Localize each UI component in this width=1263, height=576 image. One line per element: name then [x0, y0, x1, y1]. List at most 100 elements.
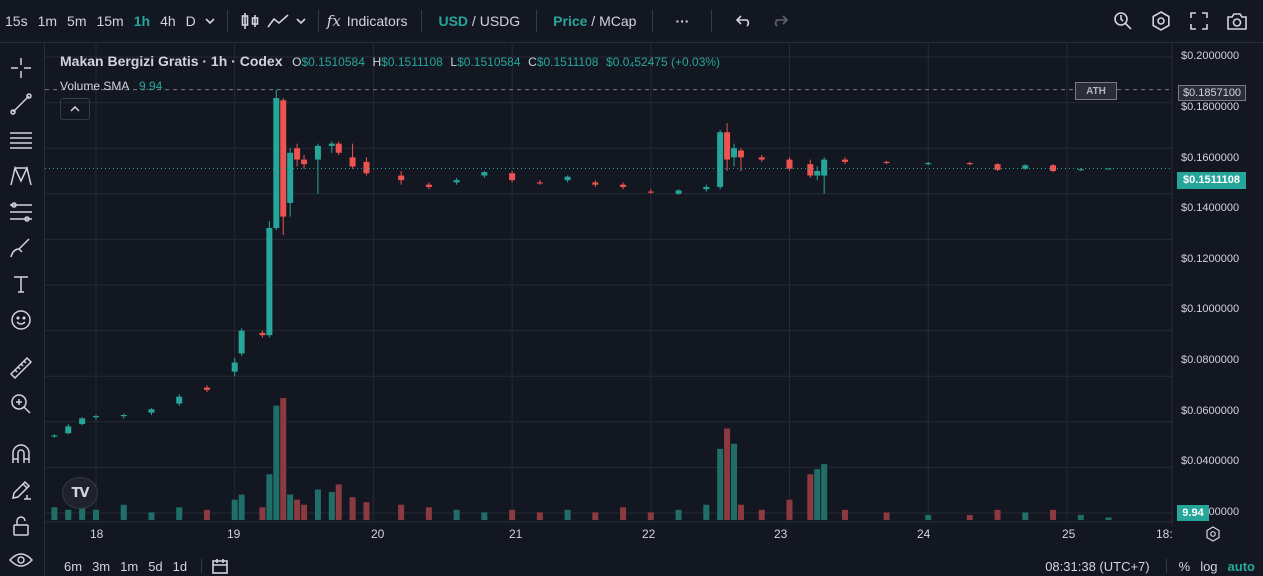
top-toolbar: 15s 1m 5m 15m 1h 4h D fx Indicators USD …	[0, 0, 1263, 43]
timeframe-1m[interactable]: 1m	[37, 13, 58, 29]
auto-scale-toggle[interactable]: auto	[1227, 558, 1255, 574]
volume-bar	[328, 492, 335, 520]
more-button[interactable]: ···	[675, 13, 690, 29]
volume-bar	[1050, 509, 1057, 520]
volume-bar	[176, 507, 183, 520]
price-mcap-toggle[interactable]: Price / MCap	[553, 13, 636, 29]
indicators-button[interactable]: fx Indicators	[327, 12, 408, 30]
open-value: $0.1510584	[301, 55, 365, 69]
volume-bar	[259, 507, 266, 520]
lock-drawing-pencil-icon[interactable]	[6, 475, 36, 505]
log-scale-toggle[interactable]: log	[1200, 558, 1218, 574]
candle-body	[280, 100, 287, 217]
zoom-in-icon[interactable]	[6, 389, 36, 419]
candle-body	[51, 435, 58, 437]
volume-bar	[883, 512, 890, 520]
chart-settings-gear-icon[interactable]	[1205, 526, 1223, 544]
volume-bar	[79, 507, 86, 520]
candle-body	[203, 387, 210, 390]
pattern-xabcd-icon[interactable]	[6, 161, 36, 191]
price-lines	[45, 89, 1172, 169]
chart-type-dropdown-icon[interactable]	[292, 7, 310, 35]
range-3m[interactable]: 3m	[92, 558, 111, 574]
timeframe-dropdown-icon[interactable]	[201, 7, 219, 35]
price-tick: $0.1800000	[1181, 101, 1240, 113]
candle-body	[807, 164, 814, 176]
volume-bar	[349, 497, 356, 520]
line-chart-type-icon[interactable]	[264, 7, 292, 35]
eye-visibility-icon[interactable]	[6, 545, 36, 575]
candle-body	[363, 161, 370, 174]
candle-body	[647, 191, 654, 193]
timeframe-15s[interactable]: 15s	[5, 13, 28, 29]
settings-gear-icon[interactable]	[1147, 7, 1175, 35]
volume-bar	[717, 448, 724, 520]
emoji-smile-icon[interactable]	[6, 305, 36, 335]
time-tick: 24	[917, 527, 931, 541]
crosshair-cursor-icon[interactable]	[6, 53, 36, 83]
timeframe-15m[interactable]: 15m	[96, 13, 124, 29]
price-tick: $0.0600000	[1181, 405, 1240, 417]
candle-body	[821, 159, 828, 176]
candle-body	[93, 416, 99, 418]
volume-bar	[287, 494, 294, 520]
volume-bar	[238, 494, 245, 520]
timeframe-5m[interactable]: 5m	[67, 13, 87, 29]
trend-line-icon[interactable]	[6, 89, 36, 119]
camera-screenshot-icon[interactable]	[1223, 7, 1251, 35]
volume-bar	[51, 507, 58, 520]
timeframe-d[interactable]: D	[185, 13, 196, 29]
undo-icon[interactable]	[730, 7, 758, 35]
candle-body	[425, 184, 432, 187]
range-6m[interactable]: 6m	[64, 558, 83, 574]
fib-retracement-icon[interactable]	[6, 197, 36, 227]
currency-toggle[interactable]: USD / USDG	[438, 13, 520, 29]
price-chart[interactable]	[45, 44, 1263, 576]
close-value: $0.1511108	[536, 55, 599, 69]
candle-body	[703, 186, 710, 190]
volume-bar	[120, 504, 127, 520]
ruler-measure-icon[interactable]	[6, 353, 36, 383]
redo-icon[interactable]	[766, 7, 794, 35]
candle-body	[724, 132, 731, 160]
horizontal-lines-icon[interactable]	[6, 125, 36, 155]
volume-bar	[481, 512, 488, 520]
candlestick-chart-type-icon[interactable]	[236, 7, 264, 35]
volume-bar	[363, 502, 370, 520]
volume-bar	[509, 509, 516, 520]
toolbar-separator	[421, 10, 423, 32]
candle-body	[294, 148, 301, 160]
price-axis-background	[1172, 44, 1263, 576]
indicators-label: Indicators	[346, 13, 408, 29]
symbol-title[interactable]: Makan Bergizi Gratis · 1h · Codex	[60, 53, 283, 69]
range-5d[interactable]: 5d	[148, 558, 163, 574]
timeframe-4h[interactable]: 4h	[160, 13, 176, 29]
quick-search-icon[interactable]	[1109, 7, 1137, 35]
candle-body	[731, 148, 738, 158]
close-key: C	[528, 55, 537, 69]
currency-usd: USD	[438, 13, 469, 29]
candle-body	[176, 396, 183, 404]
percent-scale-toggle[interactable]: %	[1178, 558, 1191, 574]
candle-body	[786, 159, 793, 169]
tradingview-logo[interactable]: TV	[62, 477, 98, 509]
candle-body	[737, 150, 744, 158]
timeframe-1h[interactable]: 1h	[133, 13, 151, 29]
utc-clock[interactable]: 08:31:38 (UTC+7)	[1045, 558, 1150, 574]
time-tick: 22	[642, 527, 656, 541]
ath-badge[interactable]: ATH	[1075, 82, 1117, 100]
volume-bar	[786, 499, 793, 520]
date-range-calendar-icon[interactable]	[210, 557, 230, 575]
brush-icon[interactable]	[6, 233, 36, 263]
fullscreen-icon[interactable]	[1185, 7, 1213, 35]
collapse-legend-button[interactable]	[60, 98, 90, 120]
volume-sma-value: 9.94	[139, 79, 163, 93]
candle-body	[287, 152, 294, 203]
lock-icon[interactable]	[6, 511, 36, 541]
text-tool-icon[interactable]	[6, 269, 36, 299]
range-1m[interactable]: 1m	[120, 558, 139, 574]
range-1d[interactable]: 1d	[172, 558, 188, 574]
bottom-bar: 6m 3m 1m 5d 1d 08:31:38 (UTC+7) % log au…	[45, 556, 1263, 576]
candle-body	[536, 182, 543, 184]
magnet-icon[interactable]	[6, 439, 36, 469]
